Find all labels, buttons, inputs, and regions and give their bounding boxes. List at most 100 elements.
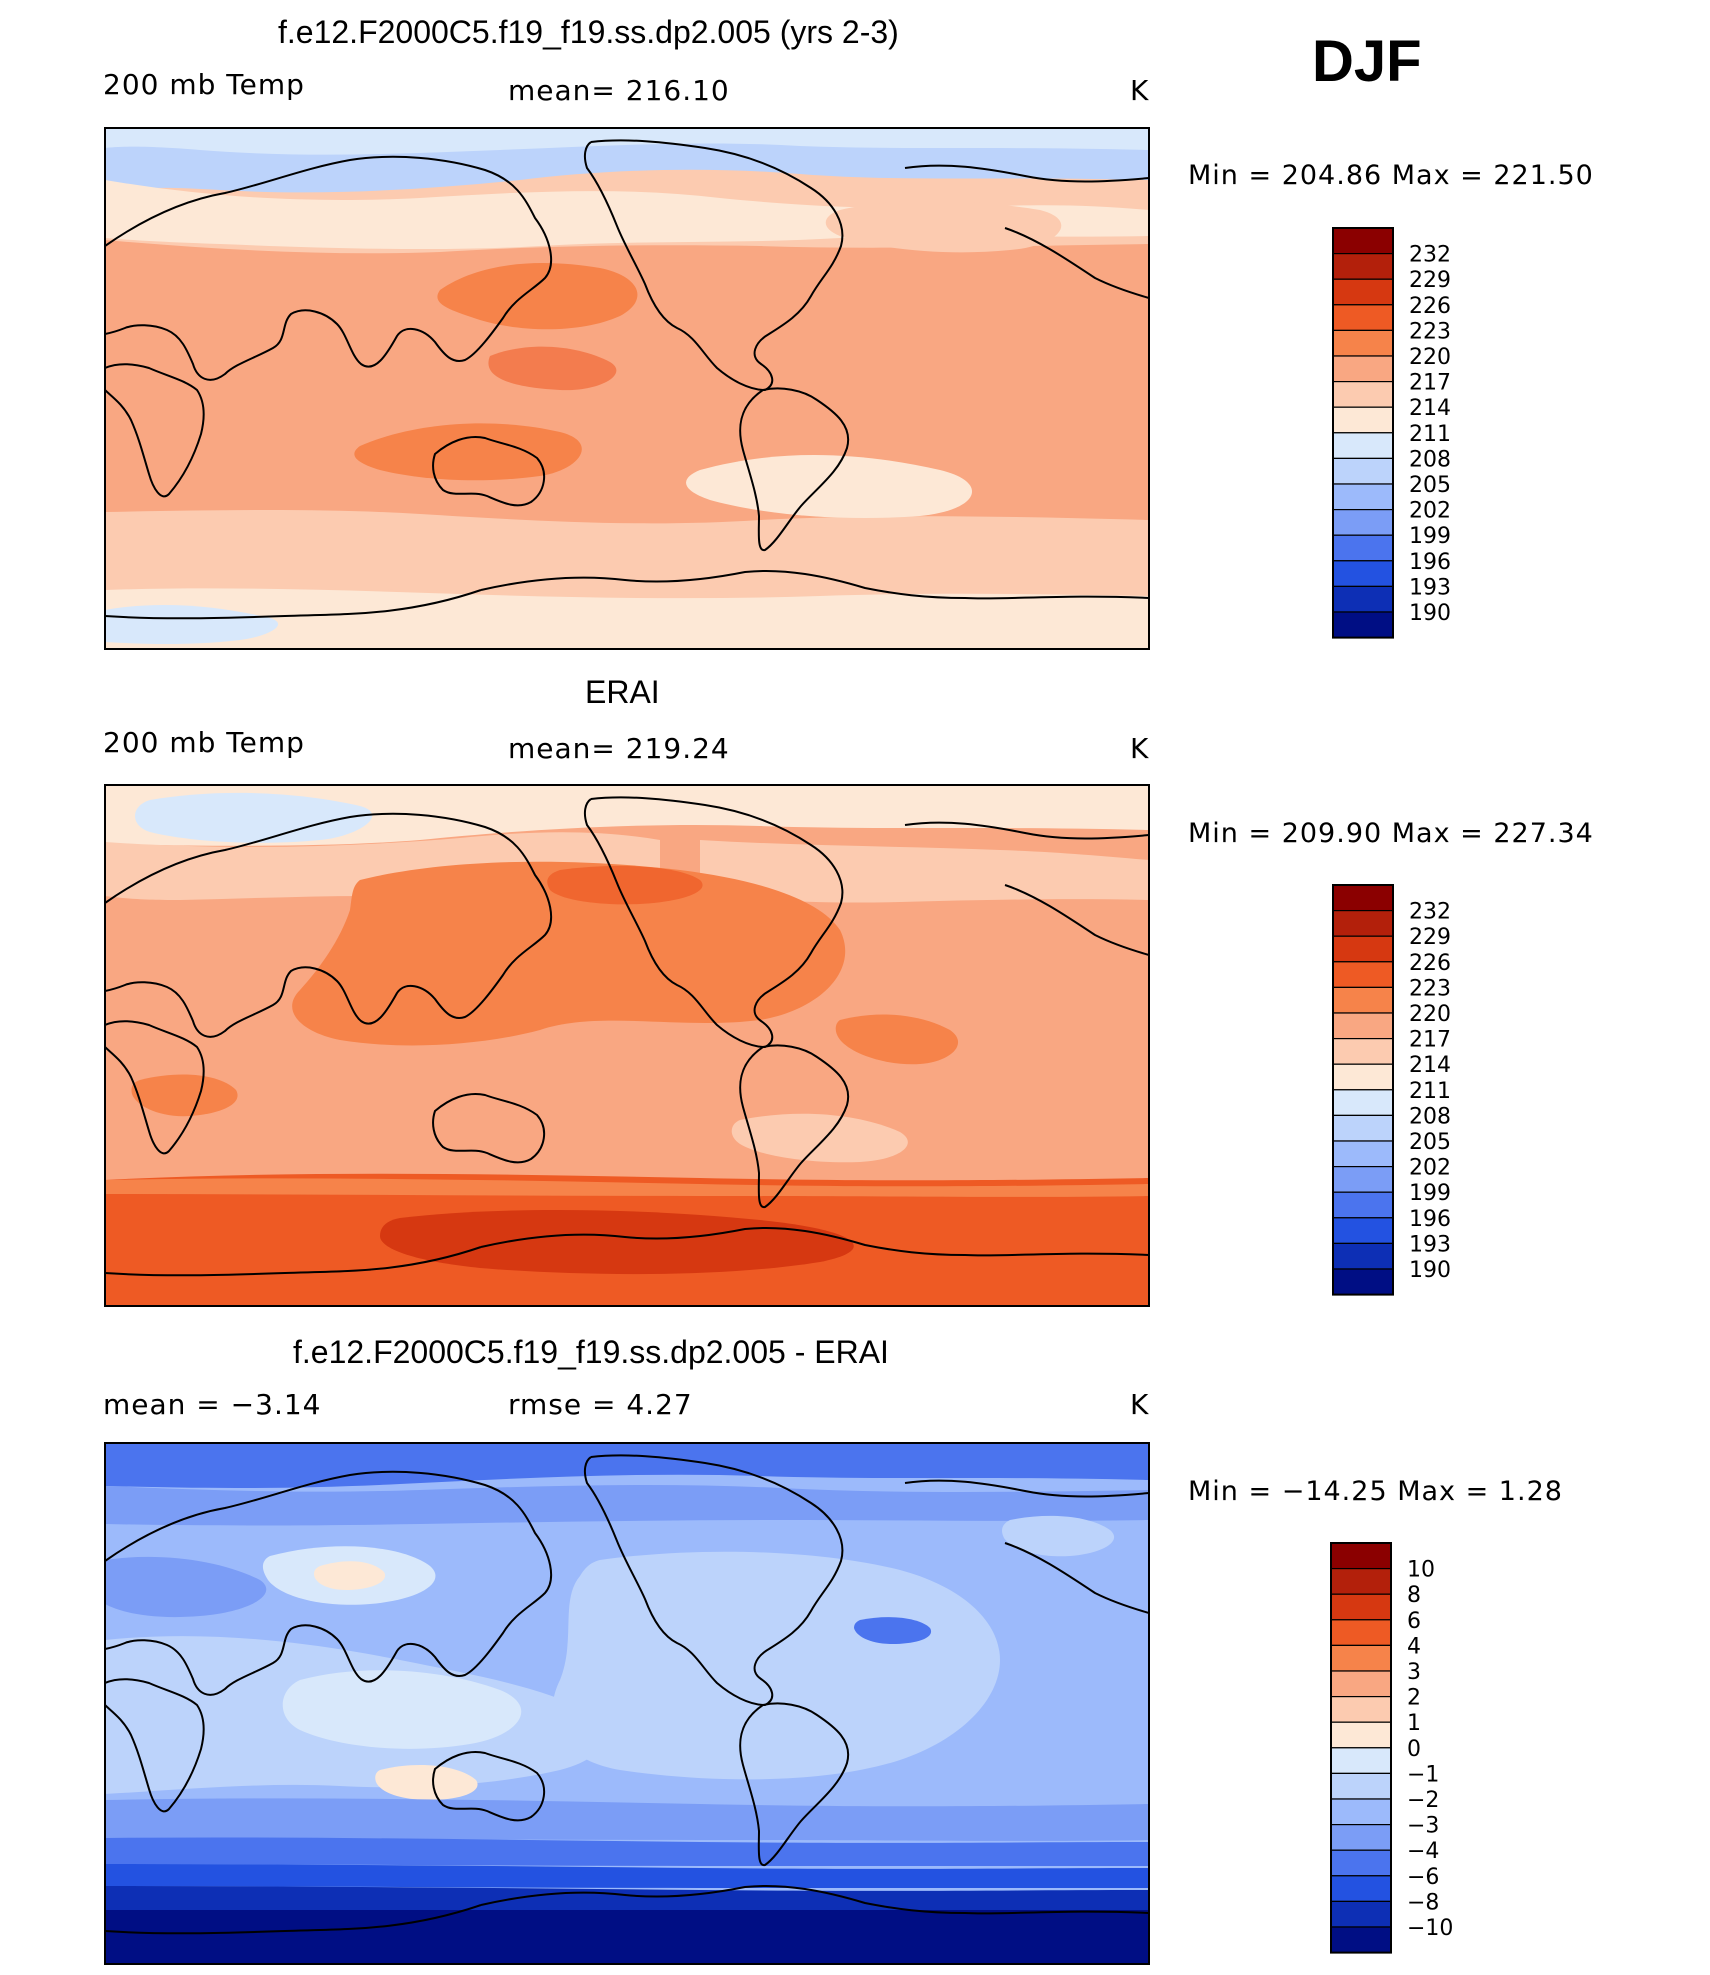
colorbar-3-label: 4 xyxy=(1407,1634,1421,1659)
colorbar-3-swatch xyxy=(1330,1926,1392,1954)
colorbar-3-swatch xyxy=(1330,1567,1392,1595)
colorbar-2-label: 217 xyxy=(1409,1028,1451,1053)
colorbar-1-swatch xyxy=(1332,457,1394,485)
colorbar-2-label: 214 xyxy=(1409,1053,1451,1078)
colorbar-2-label: 193 xyxy=(1409,1232,1451,1257)
colorbar-3-frame xyxy=(1330,1542,1392,1954)
colorbar-3-label: 8 xyxy=(1407,1583,1421,1608)
colorbar-1-swatch xyxy=(1332,355,1394,383)
colorbar-2-swatch xyxy=(1332,961,1394,988)
colorbar-1-swatch xyxy=(1332,611,1394,639)
colorbar-3-label: 0 xyxy=(1407,1737,1421,1762)
colorbar-3-swatch xyxy=(1330,1772,1392,1800)
colorbar-1-swatch xyxy=(1332,253,1394,280)
panel-3-minmax: Min = −14.25 Max = 1.28 xyxy=(1188,1476,1563,1507)
colorbar-2-label: 202 xyxy=(1409,1156,1451,1181)
panel-1-minmax: Min = 204.86 Max = 221.50 xyxy=(1188,160,1594,191)
panel-1-frame xyxy=(104,127,1150,650)
colorbar-2-label: 232 xyxy=(1409,900,1451,925)
colorbar-2-label: 190 xyxy=(1409,1258,1451,1283)
colorbar-1-swatch xyxy=(1332,329,1394,357)
colorbar-1-label: 217 xyxy=(1409,371,1451,396)
panel-1-variable: 200 mb Temp xyxy=(103,68,305,101)
colorbar-3-label: 10 xyxy=(1407,1558,1435,1583)
colorbar-2-swatch xyxy=(1332,1217,1394,1245)
colorbar-2-label: 223 xyxy=(1409,976,1451,1001)
panel-1-mean: mean= 216.10 xyxy=(508,74,730,107)
colorbar-3-label: −8 xyxy=(1407,1890,1439,1915)
colorbar-3-label: −3 xyxy=(1407,1814,1439,1839)
colorbar-2-swatch xyxy=(1332,1165,1394,1193)
colorbar-2-swatch xyxy=(1332,1089,1394,1117)
colorbar-2-swatch xyxy=(1332,1012,1394,1040)
colorbar-2-swatch xyxy=(1332,986,1394,1014)
panel-3-map xyxy=(105,1443,1149,1964)
colorbar-2-label: 208 xyxy=(1409,1104,1451,1129)
panel-2-variable: 200 mb Temp xyxy=(103,726,305,759)
colorbar-1-label: 226 xyxy=(1409,294,1451,319)
panel-1-map xyxy=(105,128,1149,649)
colorbars: 2322292262232202172142112082052021991961… xyxy=(1330,227,1453,1954)
colorbar-2-swatch xyxy=(1332,909,1394,937)
colorbar-3-swatch xyxy=(1330,1542,1392,1570)
colorbar-1-swatch xyxy=(1332,432,1394,459)
colorbar-3-swatch xyxy=(1330,1644,1392,1672)
colorbar-1-swatch xyxy=(1332,534,1394,562)
colorbar-2-label: 199 xyxy=(1409,1181,1451,1206)
colorbar-2-swatch xyxy=(1332,1037,1394,1065)
colorbar-1-swatch xyxy=(1332,406,1394,434)
colorbar-1-swatch xyxy=(1332,304,1394,331)
panel-2-title: ERAI xyxy=(585,674,660,710)
colorbar-2-swatch xyxy=(1332,1114,1394,1142)
colorbar-3-label: −2 xyxy=(1407,1788,1439,1813)
colorbar-1-label: 229 xyxy=(1409,268,1451,293)
colorbar-1-swatch xyxy=(1332,509,1394,536)
colorbar-2-swatch xyxy=(1332,1191,1394,1219)
colorbar-3-swatch xyxy=(1330,1798,1392,1826)
colorbar-2-label: 211 xyxy=(1409,1079,1451,1104)
colorbar-1-label: 214 xyxy=(1409,396,1451,421)
panel-2-minmax: Min = 209.90 Max = 227.34 xyxy=(1188,818,1594,849)
colorbar-3-swatch xyxy=(1330,1721,1392,1749)
colorbar-2-swatch xyxy=(1332,884,1394,912)
colorbar-1-label: 208 xyxy=(1409,447,1451,472)
colorbar-1-swatch xyxy=(1332,278,1394,306)
colorbar-3-label: 2 xyxy=(1407,1686,1421,1711)
colorbar-3-label: −10 xyxy=(1407,1916,1453,1941)
season-label: DJF xyxy=(1312,29,1422,94)
colorbar-1-frame xyxy=(1332,227,1394,639)
panel-1-units: K xyxy=(1130,74,1150,107)
colorbar-3-label: 1 xyxy=(1407,1711,1421,1736)
colorbar-2-label: 205 xyxy=(1409,1130,1451,1155)
colorbar-3-swatch xyxy=(1330,1900,1392,1928)
colorbar-1-swatch xyxy=(1332,381,1394,408)
panel-1-title: f.e12.F2000C5.f19_f19.ss.dp2.005 (yrs 2-… xyxy=(278,14,899,50)
colorbar-1-swatch xyxy=(1332,560,1394,587)
colorbar-1-label: 190 xyxy=(1409,601,1451,626)
colorbar-1-label: 199 xyxy=(1409,524,1451,549)
colorbar-3-label: 3 xyxy=(1407,1660,1421,1685)
panel-3-frame xyxy=(104,1442,1150,1965)
colorbar-1-label: 223 xyxy=(1409,319,1451,344)
colorbar-3-swatch xyxy=(1330,1823,1392,1851)
colorbar-3-swatch xyxy=(1330,1619,1392,1647)
colorbar-1-label: 193 xyxy=(1409,575,1451,600)
panel-2-units: K xyxy=(1130,732,1150,765)
panel-2-mean: mean= 219.24 xyxy=(508,732,730,765)
colorbar-2-swatch xyxy=(1332,1063,1394,1091)
panel-3-rmse: rmse = 4.27 xyxy=(508,1388,693,1421)
panel-3-title: f.e12.F2000C5.f19_f19.ss.dp2.005 - ERAI xyxy=(293,1334,889,1370)
panel-3-units: K xyxy=(1130,1388,1150,1421)
colorbar-3-label: 6 xyxy=(1407,1609,1421,1634)
colorbar-1-label: 220 xyxy=(1409,345,1451,370)
colorbar-2-swatch xyxy=(1332,1140,1394,1168)
colorbar-3-swatch xyxy=(1330,1849,1392,1877)
colorbar-3-swatch xyxy=(1330,1695,1392,1723)
colorbar-3-label: −1 xyxy=(1407,1762,1439,1787)
colorbar-3-label: −6 xyxy=(1407,1865,1439,1890)
colorbar-1-swatch xyxy=(1332,227,1394,255)
colorbar-2-swatch xyxy=(1332,1268,1394,1296)
colorbar-2-label: 196 xyxy=(1409,1207,1451,1232)
colorbar-1-label: 202 xyxy=(1409,499,1451,524)
